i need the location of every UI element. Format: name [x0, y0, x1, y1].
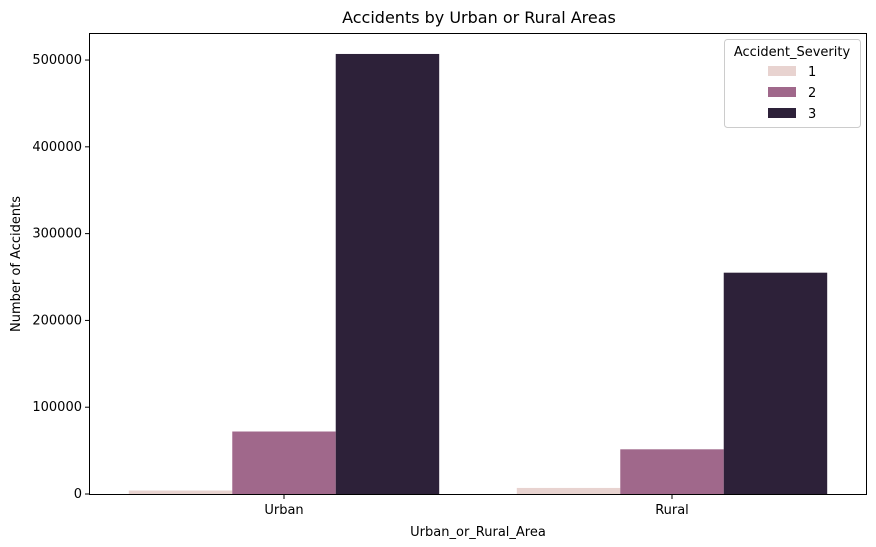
x-axis-label: Urban_or_Rural_Area — [410, 525, 546, 540]
bar-urban-severity-2 — [232, 431, 336, 494]
plot-frame — [89, 33, 867, 495]
x-tick-label: Rural — [655, 503, 689, 518]
legend-swatch-2 — [768, 87, 796, 97]
y-tick-label: 500000 — [32, 53, 82, 68]
y-tick-label: 300000 — [32, 227, 82, 242]
y-tick-label: 100000 — [32, 400, 82, 415]
bars-layer — [128, 53, 828, 494]
legend: Accident_Severity 1 2 3 — [724, 39, 861, 128]
legend-label-1: 1 — [808, 65, 816, 80]
legend-swatch-3 — [768, 108, 796, 118]
y-axis: 0 100000 200000 300000 400000 500000 — [32, 53, 90, 502]
legend-title: Accident_Severity — [734, 45, 851, 60]
legend-box — [724, 39, 861, 128]
legend-label-2: 2 — [808, 86, 816, 101]
y-axis-label: Number of Accidents — [9, 196, 24, 332]
legend-label-3: 3 — [808, 107, 816, 122]
bar-rural-severity-3 — [723, 272, 828, 494]
x-axis: Urban Rural — [264, 494, 689, 518]
chart-title: Accidents by Urban or Rural Areas — [342, 8, 616, 27]
y-tick-label: 400000 — [32, 140, 82, 155]
bar-urban-severity-3 — [335, 53, 440, 494]
y-tick-label: 0 — [74, 487, 82, 502]
bar-rural-severity-2 — [620, 449, 724, 494]
bar-rural-severity-1 — [516, 487, 621, 494]
y-tick-label: 200000 — [32, 313, 82, 328]
x-tick-label: Urban — [264, 503, 303, 518]
legend-swatch-1 — [768, 66, 796, 76]
bar-urban-severity-1 — [128, 490, 233, 494]
legend-entries: 1 2 3 — [768, 65, 816, 122]
